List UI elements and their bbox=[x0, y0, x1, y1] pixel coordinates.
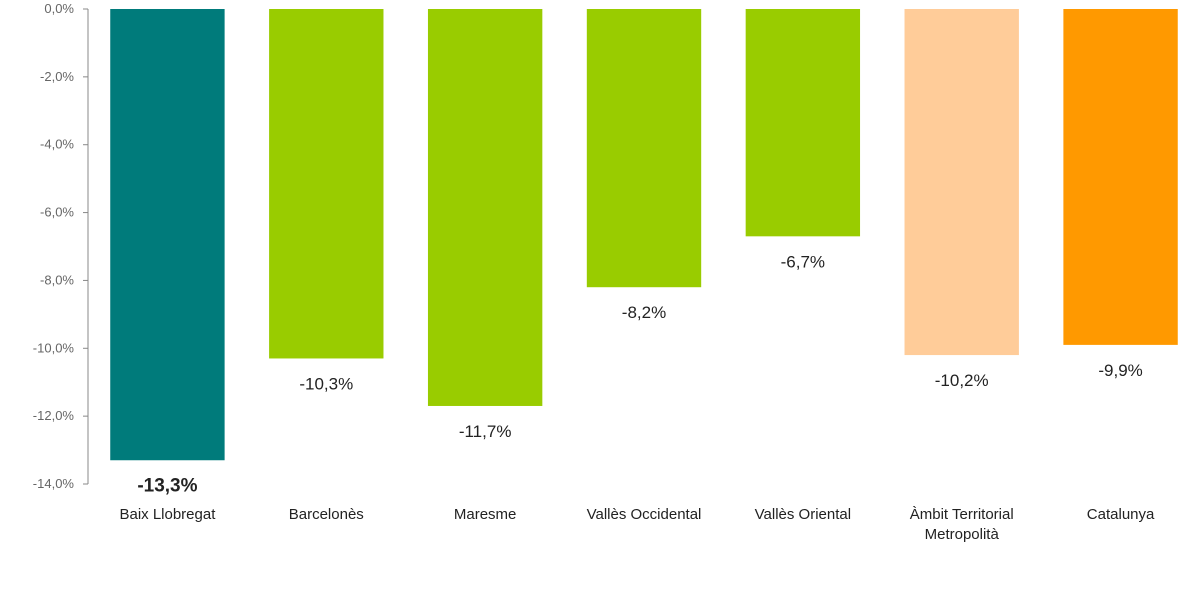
y-axis: 0,0% -2,0% -4,0% -6,0% -8,0% -10,0% -12,0% -14,… bbox=[33, 1, 89, 491]
data-label: -11,7% bbox=[459, 422, 512, 441]
category-labels: Baix Llobregat Barcelonès Maresme Vallès Oc… bbox=[119, 506, 1155, 543]
category-label-line: Catalunya bbox=[1087, 506, 1155, 523]
category-label-line: Vallès Oriental bbox=[755, 506, 851, 523]
category-label: Maresme bbox=[454, 506, 517, 523]
category-label-line: Barcelonès bbox=[289, 506, 364, 523]
bars bbox=[110, 9, 1178, 461]
data-label: -8,2% bbox=[622, 303, 666, 322]
category-label-line: Metropolità bbox=[925, 526, 1000, 543]
bar bbox=[110, 9, 225, 461]
data-label: -13,3% bbox=[137, 475, 197, 496]
category-label: Àmbit Territorial Metropolità bbox=[910, 506, 1014, 543]
category-label-line: Baix Llobregat bbox=[119, 506, 216, 523]
data-label: -6,7% bbox=[781, 252, 825, 271]
category-label-line: Maresme bbox=[454, 506, 517, 523]
y-tick-label: -8,0% bbox=[40, 272, 74, 287]
bar bbox=[745, 9, 861, 237]
data-label: -10,2% bbox=[935, 371, 989, 390]
category-label: Vallès Occidental bbox=[587, 506, 702, 523]
y-tick-label: -12,0% bbox=[33, 408, 75, 423]
bar bbox=[586, 9, 702, 288]
y-tick-label: -6,0% bbox=[40, 205, 74, 220]
bar bbox=[269, 9, 384, 359]
category-label: Baix Llobregat bbox=[119, 506, 216, 523]
y-tick-label: -10,0% bbox=[33, 340, 75, 355]
bar bbox=[427, 9, 543, 406]
category-label: Vallès Oriental bbox=[755, 506, 851, 523]
category-label-line: Àmbit Territorial bbox=[910, 506, 1014, 523]
category-label-line: Vallès Occidental bbox=[587, 506, 702, 523]
data-label: -9,9% bbox=[1098, 361, 1142, 380]
category-label: Barcelonès bbox=[289, 506, 364, 523]
bar bbox=[904, 9, 1019, 356]
y-tick-label: -2,0% bbox=[40, 69, 74, 84]
data-labels: -13,3% -10,3% -11,7% -8,2% -6,7% -10,2% -9,9% bbox=[137, 252, 1142, 496]
y-tick-label: -4,0% bbox=[40, 137, 74, 152]
category-label: Catalunya bbox=[1087, 506, 1155, 523]
bar bbox=[1063, 9, 1178, 345]
data-label: -10,3% bbox=[299, 374, 353, 393]
y-tick-label: -14,0% bbox=[33, 476, 75, 491]
y-tick-label: 0,0% bbox=[44, 1, 74, 16]
